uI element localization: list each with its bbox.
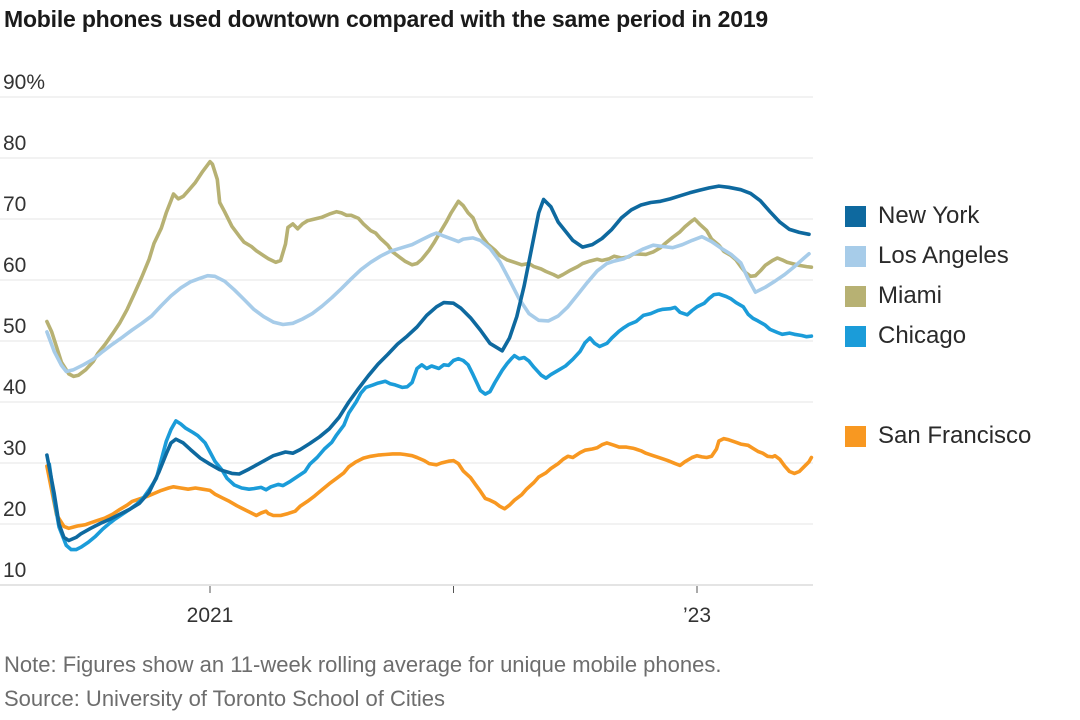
x-axis-label-2023: ’23: [683, 604, 711, 627]
legend-item-miami: Miami: [845, 282, 942, 310]
legend-item-new-york: New York: [845, 202, 979, 230]
legend-swatch-new-york: [845, 205, 866, 227]
legend-label-miami: Miami: [878, 282, 942, 309]
y-axis-label-60: 60: [3, 254, 26, 277]
chart-source: Source: University of Toronto School of …: [4, 686, 446, 711]
y-axis-label-10: 10: [3, 559, 26, 582]
legend-label-san-francisco: San Francisco: [878, 422, 1032, 449]
legend-swatch-miami: [845, 285, 866, 307]
series-line-new-york: [45, 184, 811, 543]
y-axis-label-40: 40: [3, 376, 26, 399]
series-line-los-angeles: [45, 231, 811, 374]
y-axis-label-70: 70: [3, 193, 26, 216]
x-axis-label-2021: 2021: [187, 604, 234, 627]
series-line-miami: [45, 159, 814, 379]
chart-legend: New York Los Angeles Miami Chicago San Franc…: [845, 0, 1075, 500]
y-axis-label-50: 50: [3, 315, 26, 338]
legend-item-chicago: Chicago: [845, 322, 966, 350]
y-axis-label-80: 80: [3, 132, 26, 155]
y-axis-label-20: 20: [3, 498, 26, 521]
legend-swatch-chicago: [845, 325, 866, 347]
legend-label-los-angeles: Los Angeles: [878, 242, 1009, 269]
y-axis-label-90: 90%: [3, 71, 45, 94]
chart-title: Mobile phones used downtown compared wit…: [4, 6, 769, 32]
legend-label-new-york: New York: [878, 202, 980, 229]
series-line-san-francisco: [45, 436, 814, 531]
legend-item-los-angeles: Los Angeles: [845, 242, 1009, 270]
legend-swatch-san-francisco: [845, 425, 866, 447]
y-axis-label-30: 30: [3, 437, 26, 460]
series-line-chicago: [47, 292, 814, 552]
legend-swatch-los-angeles: [845, 245, 866, 267]
legend-label-chicago: Chicago: [878, 322, 967, 349]
chart-note: Note: Figures show an 11-week rolling av…: [4, 652, 722, 677]
legend-item-san-francisco: San Francisco: [845, 422, 1031, 450]
